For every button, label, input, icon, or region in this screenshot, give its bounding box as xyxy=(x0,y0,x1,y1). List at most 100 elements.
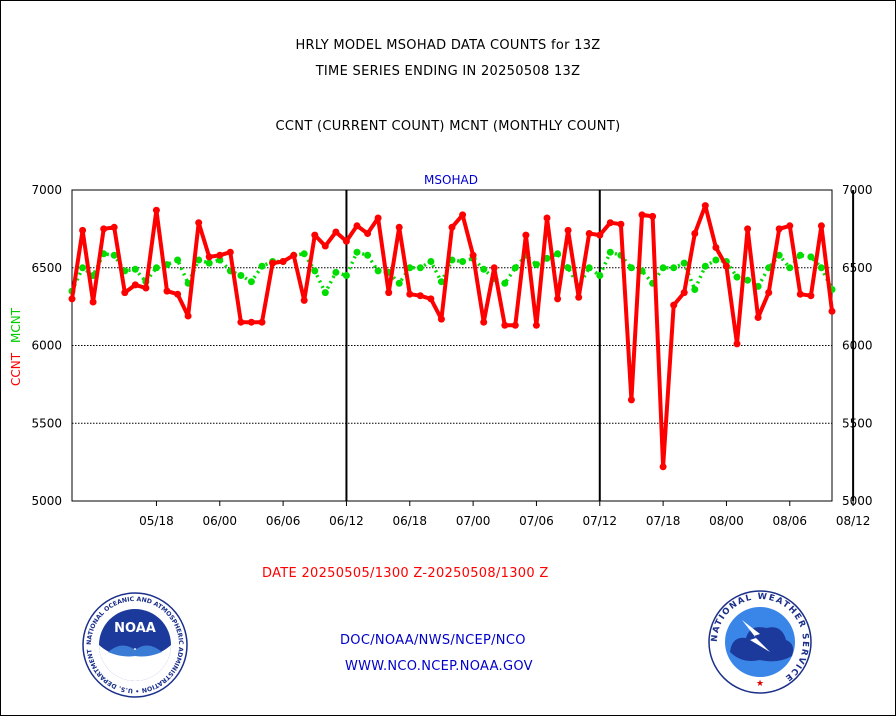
data-point-ccnt xyxy=(237,318,245,326)
data-point-ccnt xyxy=(659,463,667,471)
x-axis-ticks: 05/18 06/00 06/06 06/12 06/18 07/00 07/06 07/12… xyxy=(139,501,870,528)
y-tick-label-left: 7000 xyxy=(31,183,62,197)
y-tick-label-right: 6500 xyxy=(842,261,873,275)
data-point-mcnt xyxy=(395,279,403,287)
y-axis-ticks: 5000 5000 5500 5500 6000 6000 6500 6500 7000 7000 xyxy=(31,183,872,508)
data-point-ccnt xyxy=(532,321,540,329)
data-point-mcnt xyxy=(691,286,699,293)
data-point-ccnt xyxy=(596,231,604,239)
data-point-ccnt xyxy=(332,228,340,236)
data-point-mcnt xyxy=(765,264,773,272)
x-tick-label: 07/12 xyxy=(582,514,617,528)
data-point-ccnt xyxy=(269,259,277,267)
data-point-ccnt xyxy=(121,289,129,297)
data-point-mcnt xyxy=(564,264,572,272)
data-point-mcnt xyxy=(437,278,445,286)
data-point-ccnt xyxy=(100,225,108,233)
credit-line-org: DOC/NOAA/NWS/NCEP/NCO xyxy=(340,633,526,648)
data-point-ccnt xyxy=(490,264,498,272)
x-tick-label: 06/06 xyxy=(266,514,301,528)
time-series-chart: MSOHAD 5000 5000 5500 5500 6000 6000 6500 6500 7… xyxy=(9,173,873,528)
series-legend-text: CCNT (CURRENT COUNT) MCNT (MONTHLY COUNT… xyxy=(275,119,621,134)
data-point-ccnt xyxy=(796,290,804,298)
data-point-ccnt xyxy=(216,251,224,259)
y-axis-label-mcnt: MCNT xyxy=(9,307,23,343)
x-tick-label: 06/12 xyxy=(329,514,364,528)
data-point-mcnt xyxy=(511,264,519,272)
data-point-mcnt xyxy=(501,279,509,287)
data-point-ccnt xyxy=(649,212,657,220)
data-point-mcnt xyxy=(416,264,424,272)
data-point-ccnt xyxy=(575,293,583,301)
data-point-ccnt xyxy=(416,292,424,300)
data-point-ccnt xyxy=(184,312,192,320)
y-tick-label-left: 6500 xyxy=(31,261,62,275)
series-layer xyxy=(68,202,836,471)
data-point-mcnt xyxy=(543,254,551,262)
x-tick-label: 07/00 xyxy=(456,514,491,528)
svg-text:★: ★ xyxy=(756,679,764,689)
data-point-ccnt xyxy=(353,222,361,230)
data-point-mcnt xyxy=(680,259,688,267)
data-point-ccnt xyxy=(448,223,456,231)
noaa-label: NOAA xyxy=(114,621,156,636)
data-point-ccnt xyxy=(817,222,825,230)
data-point-ccnt xyxy=(554,295,562,303)
chart-title-line2: TIME SERIES ENDING IN 20250508 13Z xyxy=(315,64,581,79)
data-point-ccnt xyxy=(174,290,182,298)
data-point-ccnt xyxy=(744,225,752,233)
data-point-ccnt xyxy=(564,226,572,234)
data-point-ccnt xyxy=(786,222,794,230)
data-point-mcnt xyxy=(480,265,488,273)
data-point-ccnt xyxy=(437,315,445,323)
y-tick-label-right: 6000 xyxy=(842,339,873,353)
data-point-ccnt xyxy=(364,230,372,237)
data-point-mcnt xyxy=(205,259,213,267)
date-range-label: DATE 20250505/1300 Z-20250508/1300 Z xyxy=(262,566,549,581)
credit-line-url[interactable]: WWW.NCO.NCEP.NOAA.GOV xyxy=(345,659,533,674)
x-tick-label: 08/00 xyxy=(709,514,744,528)
data-point-mcnt xyxy=(807,253,815,261)
x-tick-label: 05/18 xyxy=(139,514,174,528)
data-point-ccnt xyxy=(300,296,308,304)
data-point-ccnt xyxy=(79,226,87,234)
data-point-mcnt xyxy=(775,251,783,259)
data-point-mcnt xyxy=(596,272,604,279)
x-tick-label: 08/12 xyxy=(836,514,871,528)
data-point-mcnt xyxy=(311,267,319,275)
data-point-mcnt xyxy=(786,264,794,272)
data-point-ccnt xyxy=(89,298,97,306)
y-tick-label-left: 5000 xyxy=(31,494,62,508)
x-tick-label: 07/18 xyxy=(646,514,681,528)
plot-area-border xyxy=(71,189,833,502)
data-point-ccnt xyxy=(733,340,741,348)
data-point-ccnt xyxy=(807,292,815,300)
data-point-mcnt xyxy=(174,256,182,264)
data-point-ccnt xyxy=(680,289,688,297)
data-point-ccnt xyxy=(131,281,139,289)
data-point-mcnt xyxy=(459,258,467,265)
data-point-mcnt xyxy=(353,248,361,256)
data-point-mcnt xyxy=(532,261,540,269)
data-point-mcnt xyxy=(585,264,593,272)
data-point-ccnt xyxy=(480,318,488,326)
data-point-ccnt xyxy=(385,289,393,297)
data-point-mcnt xyxy=(342,272,350,279)
data-point-ccnt xyxy=(670,301,678,309)
data-point-ccnt xyxy=(459,211,467,219)
data-point-mcnt xyxy=(300,250,308,258)
data-point-ccnt xyxy=(395,223,403,231)
data-point-mcnt xyxy=(796,251,804,259)
data-point-ccnt xyxy=(163,287,171,295)
data-point-ccnt xyxy=(522,231,530,239)
data-point-ccnt xyxy=(511,321,519,329)
y-axis-label-ccnt: CCNT xyxy=(9,352,23,386)
data-point-ccnt xyxy=(68,295,76,303)
x-tick-label: 08/06 xyxy=(772,514,807,528)
data-point-mcnt xyxy=(627,264,635,272)
data-point-ccnt xyxy=(638,211,646,219)
noaa-logo-icon: NATIONAL OCEANIC AND ATMOSPHERIC ADMINIS… xyxy=(82,592,188,698)
x-tick-label: 06/18 xyxy=(392,514,427,528)
data-point-mcnt xyxy=(659,264,667,272)
data-point-mcnt xyxy=(237,272,245,279)
